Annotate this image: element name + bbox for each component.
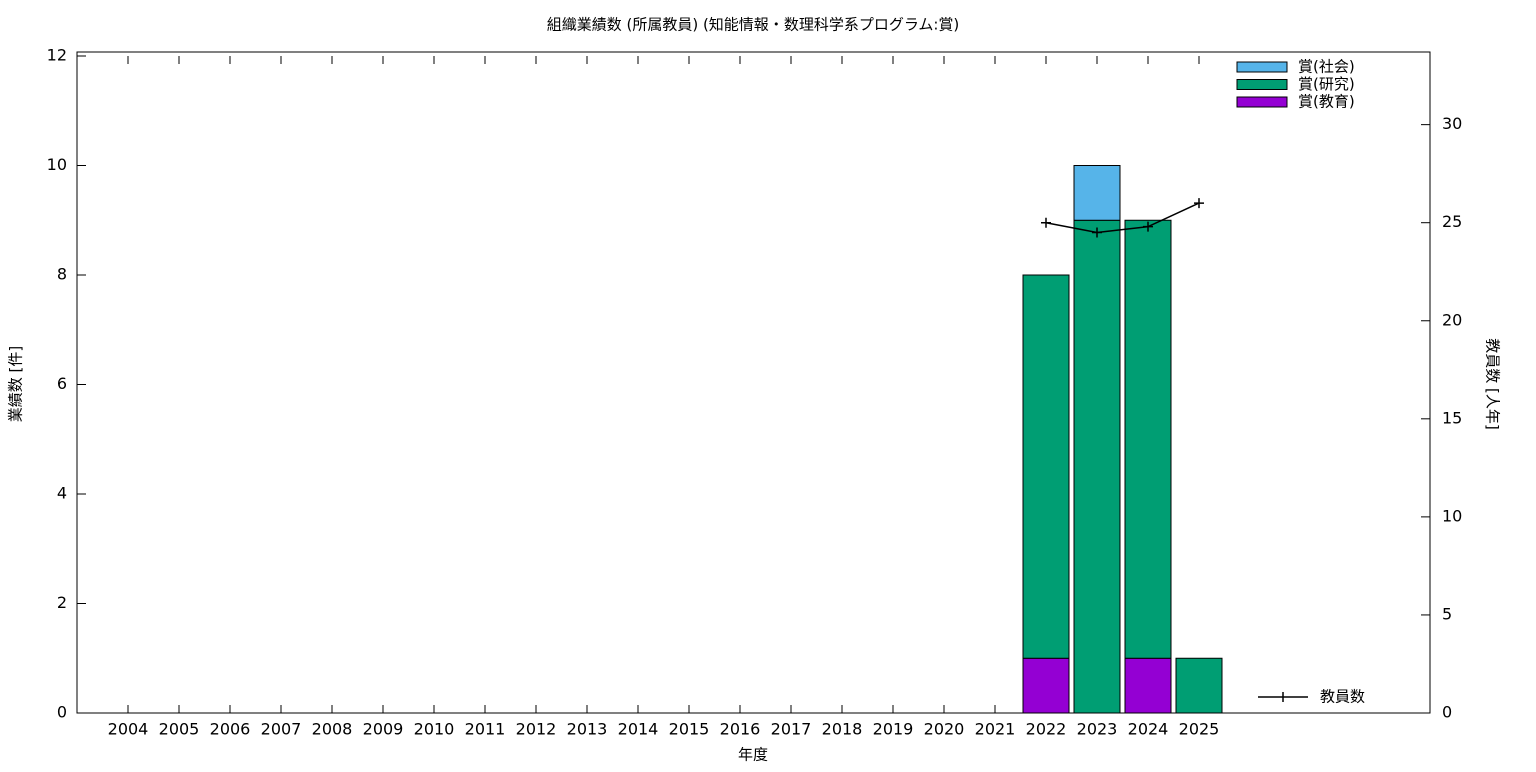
x-tick-label: 2013 bbox=[567, 720, 608, 739]
y2-tick-label: 15 bbox=[1442, 408, 1462, 427]
x-tick-label: 2005 bbox=[159, 720, 200, 739]
y-tick-label: 10 bbox=[47, 155, 67, 174]
y-tick-label: 8 bbox=[57, 265, 67, 284]
y2-axis-label: 教員数 [人年] bbox=[1484, 338, 1502, 429]
x-tick-label: 2014 bbox=[618, 720, 659, 739]
line bbox=[1045, 202, 1200, 234]
legend-label: 賞(研究) bbox=[1298, 75, 1355, 93]
legend-label: 賞(教育) bbox=[1298, 93, 1355, 111]
x-tick-label: 2015 bbox=[669, 720, 710, 739]
x-tick-label: 2020 bbox=[924, 720, 965, 739]
y-tick-label: 0 bbox=[57, 703, 67, 722]
x-tick-label: 2016 bbox=[720, 720, 761, 739]
point-marker bbox=[1194, 198, 1204, 209]
bar bbox=[1124, 219, 1172, 659]
x-tick-label: 2006 bbox=[210, 720, 251, 739]
y-tick-label: 12 bbox=[47, 46, 67, 65]
x-tick-label: 2024 bbox=[1128, 720, 1169, 739]
x-tick-label: 2018 bbox=[822, 720, 863, 739]
x-tick-label: 2012 bbox=[516, 720, 557, 739]
x-tick-label: 2004 bbox=[108, 720, 149, 739]
plot-frame bbox=[76, 51, 1431, 714]
bar bbox=[1073, 219, 1121, 714]
point-marker bbox=[1041, 217, 1051, 228]
legend-swatch bbox=[1236, 79, 1288, 90]
y2-tick-label: 25 bbox=[1442, 212, 1462, 231]
x-axis-label: 年度 bbox=[738, 746, 768, 764]
chart-title: 組織業績数 (所属教員) (知能情報・数理科学系プログラム:賞) bbox=[547, 16, 960, 34]
y-tick-label: 6 bbox=[57, 374, 67, 393]
x-tick-label: 2010 bbox=[414, 720, 455, 739]
x-tick-label: 2009 bbox=[363, 720, 404, 739]
x-tick-label: 2008 bbox=[312, 720, 353, 739]
legend-label: 賞(社会) bbox=[1298, 58, 1355, 76]
bar bbox=[1022, 274, 1070, 659]
x-tick-label: 2023 bbox=[1077, 720, 1118, 739]
y-tick-label: 4 bbox=[57, 484, 67, 503]
y-tick-label: 2 bbox=[57, 593, 67, 612]
y2-tick-label: 20 bbox=[1442, 310, 1462, 329]
bar bbox=[1175, 657, 1223, 714]
bar bbox=[1124, 657, 1172, 714]
legend-swatch bbox=[1236, 61, 1288, 73]
x-tick-label: 2011 bbox=[465, 720, 506, 739]
y2-tick-label: 5 bbox=[1442, 604, 1452, 623]
x-tick-label: 2019 bbox=[873, 720, 914, 739]
y2-tick-label: 30 bbox=[1442, 114, 1462, 133]
y2-tick-label: 10 bbox=[1442, 506, 1462, 525]
y2-tick-label: 0 bbox=[1442, 703, 1452, 722]
x-tick-label: 2025 bbox=[1179, 720, 1220, 739]
x-tick-label: 2007 bbox=[261, 720, 302, 739]
point-marker bbox=[1092, 227, 1102, 238]
x-tick-label: 2021 bbox=[975, 720, 1016, 739]
legend-line bbox=[1258, 692, 1308, 702]
x-tick-label: 2022 bbox=[1026, 720, 1067, 739]
point-marker bbox=[1143, 221, 1153, 232]
y-axis-label: 業績数 [件] bbox=[7, 346, 25, 422]
legend-swatch bbox=[1236, 96, 1288, 108]
legend-label: 教員数 bbox=[1320, 688, 1365, 706]
x-tick-label: 2017 bbox=[771, 720, 812, 739]
bar bbox=[1022, 657, 1070, 714]
bar bbox=[1073, 165, 1121, 221]
